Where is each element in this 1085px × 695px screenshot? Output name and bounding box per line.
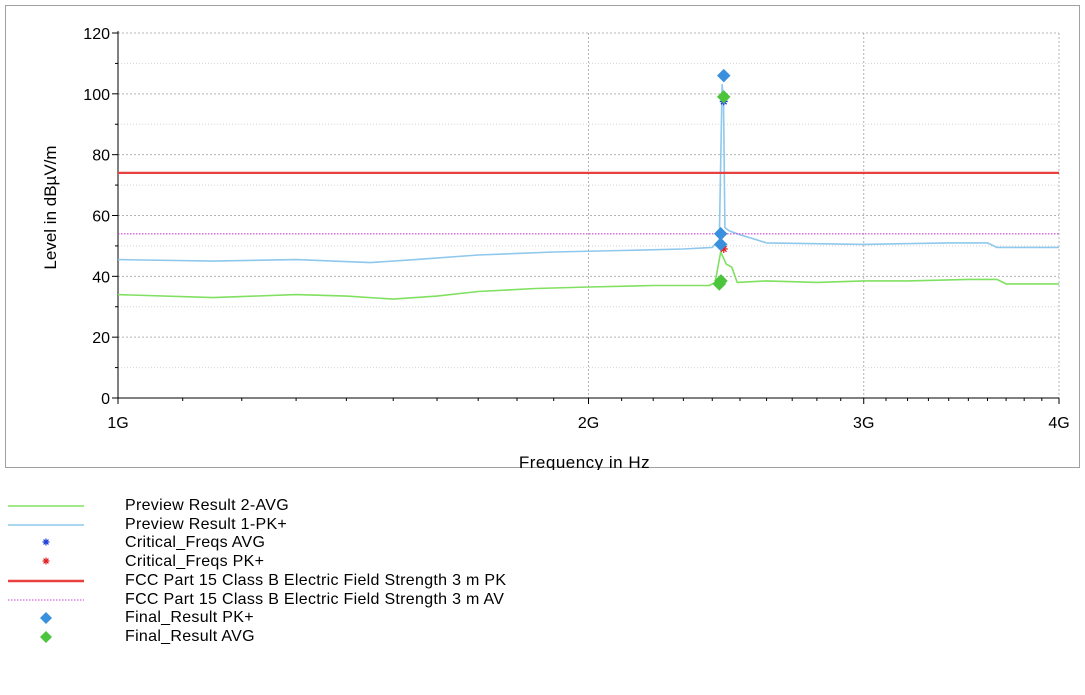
y-tick-label: 60	[92, 209, 110, 226]
series-line-preview-result-1-pk	[118, 83, 1059, 264]
legend-label: Final_Result PK+	[125, 609, 254, 627]
legend-symbol	[8, 523, 84, 526]
legend-label: Critical_Freqs PK+	[125, 553, 265, 571]
legend-symbol	[42, 557, 50, 565]
x-tick-label: 4G	[1048, 415, 1069, 432]
legend-item: FCC Part 15 Class B Electric Field Stren…	[0, 590, 1085, 610]
legend-diamond-swatch	[40, 612, 52, 625]
y-tick-label: 40	[92, 269, 110, 286]
legend-label: Preview Result 2-AVG	[125, 497, 289, 514]
legend-item: Critical_Freqs AVG	[0, 533, 1085, 553]
x-axis-title: Frequency in Hz	[519, 453, 650, 470]
legend-label: FCC Part 15 Class B Electric Field Stren…	[125, 590, 505, 608]
legend-item: Preview Result 1-PK+	[0, 515, 1085, 535]
legend-item: Final_Result PK+	[0, 608, 1085, 628]
legend-item: FCC Part 15 Class B Electric Field Stren…	[0, 571, 1085, 591]
legend-label: Critical_Freqs AVG	[125, 534, 266, 552]
x-tick-label: 1G	[107, 415, 128, 432]
y-tick-label: 100	[83, 87, 110, 104]
asterisk-stroke	[720, 245, 728, 253]
chart-legend: Preview Result 2-AVG Preview Result 1-PK+…	[0, 470, 1085, 695]
y-axis-title: Level in dBµV/m	[41, 145, 60, 269]
legend-symbol	[42, 538, 50, 546]
legend-label: FCC Part 15 Class B Electric Field Stren…	[125, 571, 507, 589]
marker-final-result-avg	[714, 274, 728, 288]
marker-final-result-pk	[716, 68, 731, 83]
legend-item: Critical_Freqs PK+	[0, 552, 1085, 572]
x-tick-label: 2G	[578, 415, 599, 432]
legend-label: Preview Result 1-PK+	[125, 515, 288, 533]
y-tick-label: 0	[101, 391, 110, 408]
legend-diamond-swatch	[40, 630, 52, 643]
legend-symbol	[40, 612, 52, 625]
legend-symbol	[8, 579, 84, 582]
y-tick-label: 120	[83, 26, 110, 43]
legend-asterisk-stroke	[43, 558, 49, 564]
y-tick-label: 80	[92, 148, 110, 165]
legend-symbol	[8, 599, 84, 600]
legend-label: Final_Result AVG	[125, 627, 255, 645]
legend-item: Final_Result AVG	[0, 627, 1085, 647]
legend-symbol	[40, 630, 52, 643]
emission-chart: 0 20 40 60 80 100 120 1G 2G 3G 4G Frequency in Hz Le…	[41, 26, 1070, 470]
x-tick-label: 3G	[853, 415, 874, 432]
legend-symbol	[8, 505, 84, 507]
marker-final-result-pk	[713, 237, 728, 252]
plot-series	[118, 83, 1059, 300]
marker-final-result-avg	[716, 90, 731, 104]
series-line-preview-result-2-avg	[118, 251, 1059, 300]
legend-item: Preview Result 2-AVG	[0, 496, 1085, 516]
legend-asterisk-stroke	[43, 539, 49, 546]
y-tick-label: 20	[92, 330, 110, 347]
